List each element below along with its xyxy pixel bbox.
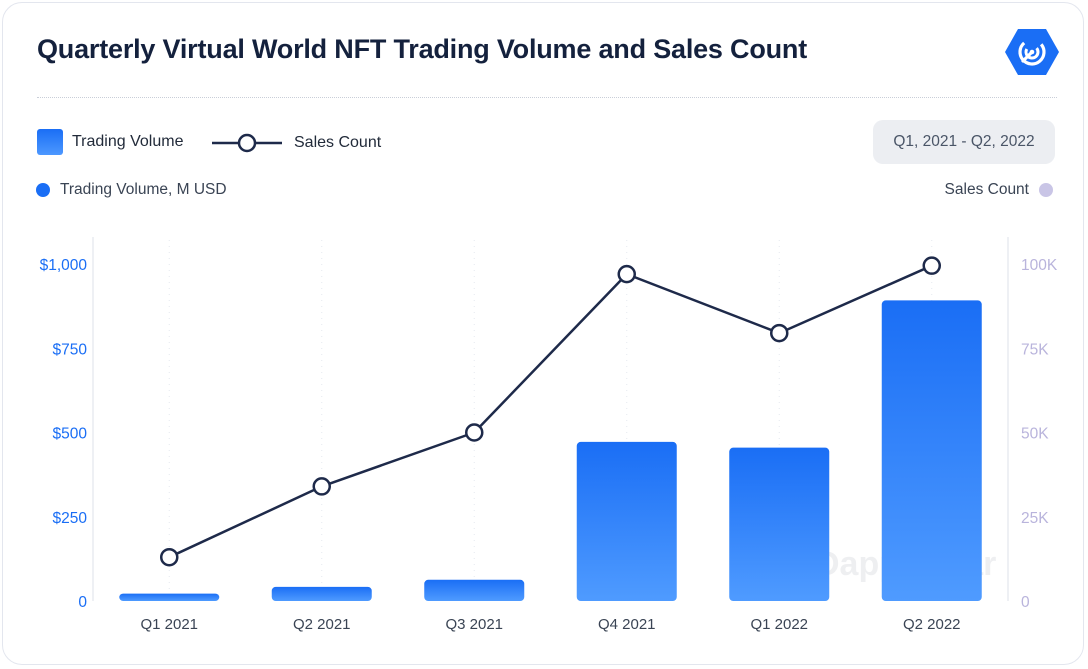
point-sales-count[interactable] (312, 477, 331, 496)
title-divider (37, 97, 1057, 98)
right-axis-dot (1039, 183, 1053, 197)
legend-item-sales-count[interactable]: Sales Count (212, 129, 381, 157)
bar-trading-volume[interactable] (271, 586, 372, 601)
right-axis-title-text: Sales Count (944, 181, 1029, 198)
legend-item-trading-volume[interactable]: Trading Volume (37, 129, 183, 155)
legend-line-swatch (212, 133, 282, 153)
date-range-badge[interactable]: Q1, 2021 - Q2, 2022 (873, 120, 1055, 164)
x-tick-label: Q3 2021 (445, 616, 503, 633)
left-tick-label: 0 (78, 594, 87, 611)
point-sales-count[interactable] (160, 547, 179, 567)
left-axis-title-text: Trading Volume, M USD (60, 181, 227, 198)
point-sales-count[interactable] (922, 256, 941, 275)
bar-trading-volume[interactable] (729, 447, 830, 601)
right-tick-label: 100K (1021, 257, 1058, 274)
point-sales-count[interactable] (465, 423, 484, 442)
bar-trading-volume[interactable] (424, 579, 525, 601)
point-sales-count[interactable] (770, 323, 789, 343)
right-axis-title: Sales Count (945, 181, 1053, 199)
left-tick-label: $750 (53, 341, 88, 358)
left-tick-label: $500 (53, 426, 88, 443)
x-tick-label: Q1 2021 (140, 616, 198, 633)
x-tick-label: Q1 2022 (750, 616, 808, 633)
right-tick-label: 0 (1021, 594, 1030, 611)
left-axis-dot (36, 183, 50, 197)
bar-trading-volume[interactable] (576, 441, 677, 601)
left-tick-label: $1,000 (40, 257, 88, 274)
right-tick-label: 50K (1021, 426, 1049, 443)
left-tick-label: $250 (53, 510, 88, 527)
legend-label-trading-volume: Trading Volume (72, 133, 184, 150)
x-tick-label: Q2 2022 (903, 616, 961, 633)
right-tick-label: 75K (1021, 341, 1049, 358)
legend-bar-swatch (37, 129, 63, 155)
right-tick-label: 25K (1021, 510, 1049, 527)
legend-label-sales-count: Sales Count (294, 134, 382, 151)
chart-title: Quarterly Virtual World NFT Trading Volu… (37, 34, 808, 64)
x-tick-label: Q2 2021 (293, 616, 351, 633)
dappradar-logo-icon (1005, 29, 1059, 75)
point-sales-count[interactable] (617, 264, 636, 284)
bar-trading-volume[interactable] (119, 593, 220, 601)
line-sales-count (168, 264, 933, 559)
left-axis-title: Trading Volume, M USD (36, 181, 227, 199)
bar-trading-volume[interactable] (881, 300, 982, 601)
x-tick-label: Q4 2021 (598, 616, 656, 633)
